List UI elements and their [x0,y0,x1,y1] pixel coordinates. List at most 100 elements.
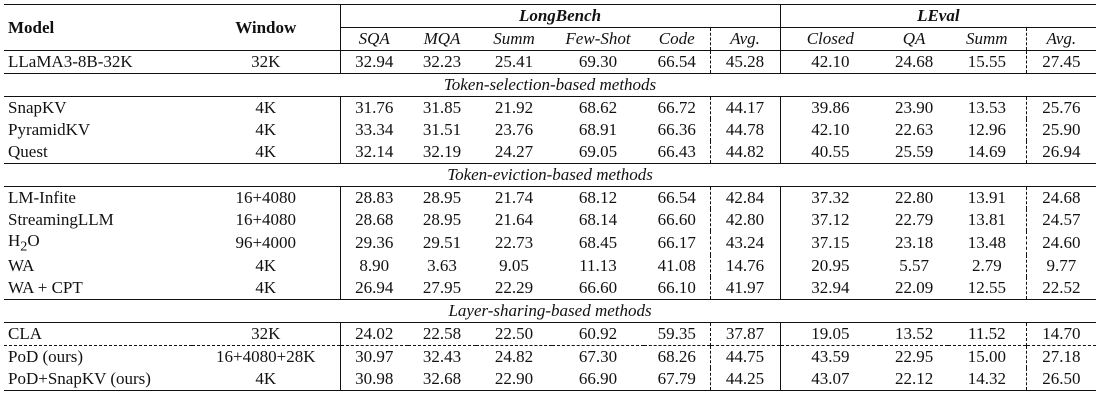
score-cell: 28.95 [422,188,462,208]
score-cell: 22.90 [476,367,552,391]
score-cell: 9.77 [1025,254,1097,277]
table-row: WA + CPT 4K 26.94 27.95 22.29 66.60 66.10 41.97… [4,276,1097,300]
model-name-text: LM-Infite [8,188,76,208]
model-name: Quest [4,141,192,164]
score-cell: 67.30 [552,344,644,368]
score-cell: 68.62 [578,98,618,118]
score-cell: 66.54 [644,50,710,74]
col-header-lb-code: Code [658,29,695,49]
score-cell: 66.72 [657,98,696,118]
model-name: H2O [4,231,192,255]
score-cell: 25.59 [894,142,934,162]
score-cell: 22.73 [494,233,534,253]
score-cell: 14.69 [967,142,1006,162]
score-cell: 28.83 [355,188,394,208]
col-header-le-summ: Summ [966,29,1008,49]
score-cell: 44.17 [709,96,781,119]
score-cell: 23.76 [494,120,534,140]
window-size: 4K [192,367,341,391]
score-cell: 42.84 [709,186,781,209]
score-cell: 26.50 [1025,367,1097,391]
score-cell: 11.13 [579,255,617,275]
group-header-longbench: LongBench [340,4,781,28]
score-cell: 66.36 [657,120,696,140]
score-cell: 43.24 [709,231,781,255]
score-cell: 33.34 [355,120,394,140]
score-cell: 66.17 [657,233,696,253]
score-cell: 26.94 [355,277,394,297]
score-cell: 13.53 [967,98,1006,118]
score-cell: 69.05 [578,142,618,162]
score-cell: 21.92 [494,98,534,118]
model-name-text: SnapKV [8,98,67,118]
table-row: PyramidKV 4K 33.34 31.51 23.76 68.91 66.36 44.7… [4,119,1097,141]
score-cell: 43.07 [780,367,881,391]
col-header-lb-fewshot: Few-Shot [565,29,631,49]
window-size: 16+4080 [192,186,341,209]
score-cell: 14.76 [709,254,781,277]
window-size: 4K [192,119,341,141]
table-row: WA 4K 8.90 3.63 9.05 11.13 41.08 14.76 20.95 5.57… [4,254,1097,277]
score-cell: 66.60 [578,277,618,297]
table-row: SnapKV 4K 31.76 31.85 21.92 68.62 66.72 44.17 39… [4,96,1097,119]
score-cell: 9.05 [499,255,529,275]
model-name-text: H [8,231,21,250]
score-cell: 23.18 [894,233,934,253]
model-name: LLaMA3-8B-32K [4,50,192,74]
table-row: CLA 32K 24.02 22.58 22.50 60.92 59.35 37.87 19.0… [4,322,1097,346]
model-name: LM-Infite [4,187,192,210]
col-header-le-closed: Closed [806,29,854,49]
score-cell: 12.96 [967,120,1006,140]
model-name-text: Quest [8,142,48,162]
score-cell: 31.85 [422,98,462,118]
score-cell: 24.57 [1025,209,1097,231]
score-cell: 22.29 [494,277,534,297]
header-row-1: Model Window LongBench LEval [4,4,1097,51]
score-cell: 42.10 [811,120,850,140]
window-size: 4K [192,254,341,277]
score-cell: 2.79 [971,255,1002,275]
score-cell: 69.30 [552,50,644,74]
model-name: StreamingLLM [4,209,192,231]
score-cell: 31.76 [355,98,394,118]
score-cell: 13.91 [967,188,1006,208]
table-row: LLaMA3-8B-32K 32K 32.94 32.23 25.41 69.30 66.5… [4,50,1097,74]
table-row: LM-Infite 16+4080 28.83 28.95 21.74 68.12 66.5… [4,186,1097,210]
score-cell: 32.19 [422,142,462,162]
score-cell: 66.54 [657,188,696,208]
score-cell: 8.90 [359,255,390,275]
score-cell: 45.28 [709,50,781,74]
score-cell: 22.52 [1025,276,1097,300]
score-cell: 21.74 [494,188,534,208]
score-cell: 42.10 [780,50,881,74]
score-cell: 32.43 [408,344,476,368]
col-header-lb-mqa: MQA [423,29,461,49]
score-cell: 44.75 [709,344,781,368]
score-cell: 32.94 [340,50,408,74]
col-header-model: Model [4,4,192,51]
score-cell: 43.59 [780,344,881,368]
score-cell: 25.76 [1025,96,1097,119]
table-row: PoD+SnapKV (ours) 4K 30.98 32.68 22.90 66.90 6… [4,367,1097,391]
model-name-text: WA + CPT [8,277,83,297]
model-name: PyramidKV [4,119,192,141]
score-cell: 66.43 [657,142,696,162]
score-cell: 32.14 [355,142,394,162]
score-cell: 27.95 [422,277,462,297]
model-name-tail: O [27,231,40,250]
score-cell: 12.55 [967,277,1006,297]
score-cell: 22.50 [494,323,534,343]
score-cell: 22.09 [894,277,934,297]
score-cell: 42.80 [709,209,781,231]
score-cell: 14.70 [1025,322,1097,346]
section-header-row: Token-selection-based methods [4,73,1097,97]
score-cell: 37.12 [811,210,850,230]
score-cell: 19.05 [811,323,850,343]
score-cell: 44.82 [709,141,781,164]
score-cell: 13.48 [967,233,1006,253]
score-cell: 68.91 [578,120,618,140]
score-cell: 3.63 [427,255,457,275]
score-cell: 15.55 [948,50,1027,74]
score-cell: 32.68 [408,367,476,391]
